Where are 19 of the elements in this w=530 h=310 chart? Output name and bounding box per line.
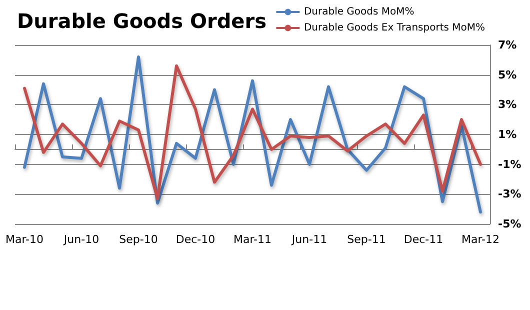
x-tick-label: Jun-10 <box>62 233 100 246</box>
y-tick-label: 7% <box>498 38 517 52</box>
x-tick-label: Mar-12 <box>461 233 500 246</box>
y-tick-label: 5% <box>498 68 517 82</box>
x-tick-label: Mar-10 <box>5 233 44 246</box>
x-tick-label: Dec-11 <box>404 233 444 246</box>
y-tick-label: 3% <box>498 98 517 112</box>
legend-label: Durable Goods MoM% <box>304 6 414 18</box>
y-tick-label: 1% <box>498 128 517 141</box>
legend-label: Durable Goods Ex Transports MoM% <box>304 22 486 34</box>
y-tick-label: -1% <box>498 158 522 171</box>
x-tick-label: Sep-11 <box>347 233 386 246</box>
chart-title: Durable Goods Orders <box>17 9 266 33</box>
x-tick-label: Jun-11 <box>290 233 328 246</box>
x-tick-label: Mar-11 <box>233 233 272 246</box>
y-tick-label: -5% <box>498 218 522 230</box>
x-tick-label: Dec-10 <box>176 233 216 246</box>
x-tick-label: Sep-10 <box>119 233 158 246</box>
y-tick-label: -3% <box>498 188 522 201</box>
